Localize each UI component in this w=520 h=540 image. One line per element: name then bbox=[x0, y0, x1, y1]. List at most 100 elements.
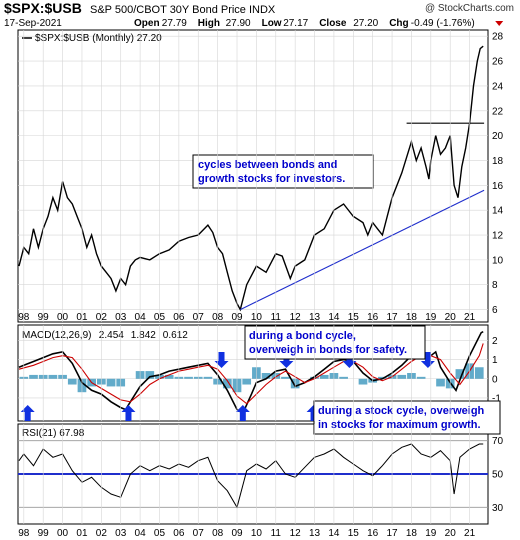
price-y-tick-label: 12 bbox=[492, 231, 504, 242]
x-tick-label-top: 03 bbox=[115, 312, 127, 323]
x-tick-label-bottom: 06 bbox=[173, 528, 185, 539]
ohlc-low-label: Low bbox=[262, 18, 282, 29]
x-tick-label-top: 20 bbox=[445, 312, 457, 323]
x-tick-label-bottom: 98 bbox=[18, 528, 30, 539]
x-tick-label-top: 05 bbox=[154, 312, 166, 323]
rsi-legend: RSI(21) 67.98 bbox=[22, 428, 85, 439]
macd-y-tick-label: 1 bbox=[492, 355, 498, 366]
x-tick-label-bottom: 05 bbox=[154, 528, 166, 539]
rsi-y-tick-label: 30 bbox=[492, 503, 504, 514]
ohlc-open-label: Open bbox=[134, 18, 160, 29]
macd-histogram-bar bbox=[242, 378, 252, 385]
annotation-stock-cycle-line1: during a stock cycle, overweigh bbox=[318, 405, 485, 417]
macd-y-tick-label: -1 bbox=[492, 393, 501, 404]
macd-histogram-bar bbox=[67, 378, 77, 385]
macd-histogram-bar bbox=[358, 378, 368, 385]
x-tick-label-bottom: 01 bbox=[76, 528, 88, 539]
ohlc-chg-label: Chg bbox=[389, 18, 408, 29]
x-tick-label-top: 04 bbox=[135, 312, 147, 323]
ohlc-close-label: Close bbox=[319, 18, 347, 29]
x-axis: 98 98 99 99 00 00 01 01 02 02 03 03 04 04 05 05 06 06 07 07… bbox=[18, 30, 476, 539]
price-y-tick-label: 14 bbox=[492, 206, 504, 217]
chart-description: S&P 500/CBOT 30Y Bond Price INDX bbox=[90, 4, 276, 16]
price-y-tick-label: 18 bbox=[492, 156, 504, 167]
x-tick-label-bottom: 03 bbox=[115, 528, 127, 539]
macd-histogram-bar bbox=[378, 376, 387, 379]
x-tick-label-bottom: 15 bbox=[348, 528, 360, 539]
x-tick-label-top: 06 bbox=[173, 312, 185, 323]
macd-histogram-bar bbox=[184, 376, 193, 379]
price-y-tick-label: 24 bbox=[492, 81, 504, 92]
arrow-down-icon bbox=[420, 352, 435, 368]
chart-symbol: $SPX:$USB bbox=[4, 0, 82, 16]
macd-histogram-bar bbox=[455, 369, 465, 379]
price-y-tick-label: 6 bbox=[492, 305, 498, 316]
x-tick-label-bottom: 04 bbox=[135, 528, 147, 539]
macd-histogram-bar bbox=[416, 376, 426, 379]
x-tick-label-top: 11 bbox=[271, 312, 282, 323]
x-tick-label-bottom: 12 bbox=[290, 528, 302, 539]
macd-legend-item: 0.612 bbox=[163, 330, 188, 341]
arrow-down-icon bbox=[342, 352, 357, 368]
trendline-support bbox=[240, 189, 485, 311]
macd-histogram-bar bbox=[145, 371, 155, 379]
ohlc-low-value: 27.17 bbox=[283, 18, 308, 29]
ohlc-high-label: High bbox=[198, 18, 220, 29]
annotation-bond-cycle: during a bond cycle, overweigh in bonds … bbox=[244, 325, 426, 360]
macd-y-tick-label: 2 bbox=[492, 336, 498, 347]
price-y-tick-label: 10 bbox=[492, 255, 504, 266]
macd-histogram-bar bbox=[29, 374, 38, 379]
rsi-y-tick-label: 50 bbox=[492, 470, 504, 481]
x-tick-label-top: 99 bbox=[38, 312, 50, 323]
annotation-bond-cycle-line1: during a bond cycle, bbox=[249, 330, 356, 342]
x-tick-label-bottom: 21 bbox=[464, 528, 476, 539]
price-y-tick-label: 26 bbox=[492, 57, 504, 68]
chart-date: 17-Sep-2021 bbox=[4, 18, 62, 29]
x-tick-label-top: 14 bbox=[328, 312, 340, 323]
ohlc-chg-value: -0.49 (-1.76%) bbox=[411, 18, 475, 29]
annotation-stock-cycle-line2: in stocks for maximum growth. bbox=[318, 419, 481, 431]
arrow-down-icon bbox=[214, 352, 229, 368]
annotation-cycles-line2: growth stocks for investors. bbox=[198, 173, 345, 185]
x-tick-label-top: 13 bbox=[309, 312, 321, 323]
macd-histogram-bar bbox=[474, 367, 484, 379]
ohlc-high-value: 27.90 bbox=[226, 18, 251, 29]
price-y-tick-label: 16 bbox=[492, 181, 504, 192]
x-tick-label-top: 00 bbox=[57, 312, 69, 323]
macd-histogram-bar bbox=[397, 374, 407, 379]
x-tick-label-bottom: 16 bbox=[367, 528, 379, 539]
macd-histogram-bar bbox=[203, 376, 213, 379]
x-tick-label-bottom: 07 bbox=[193, 528, 205, 539]
x-tick-label-bottom: 02 bbox=[96, 528, 108, 539]
macd-legend: MACD(12,26,9) 2.454 1.842 0.612 bbox=[22, 330, 188, 341]
macd-histogram-bar bbox=[48, 374, 58, 379]
x-tick-label-top: 18 bbox=[406, 312, 418, 323]
x-tick-label-top: 10 bbox=[251, 312, 263, 323]
x-tick-label-top: 98 bbox=[18, 312, 30, 323]
x-tick-label-top: 17 bbox=[386, 312, 398, 323]
x-tick-label-bottom: 08 bbox=[212, 528, 224, 539]
x-tick-label-bottom: 09 bbox=[231, 528, 243, 539]
x-tick-label-bottom: 10 bbox=[251, 528, 263, 539]
macd-histogram-bar bbox=[339, 376, 348, 379]
x-tick-label-top: 01 bbox=[76, 312, 88, 323]
x-tick-label-bottom: 14 bbox=[328, 528, 340, 539]
x-tick-label-bottom: 20 bbox=[445, 528, 457, 539]
ohlc-close-value: 27.20 bbox=[353, 18, 378, 29]
price-layer: 6 8 10 12 14 16 18 20 22 24 26 28 bbox=[18, 32, 504, 316]
x-tick-label-top: 15 bbox=[348, 312, 360, 323]
x-tick-label-bottom: 00 bbox=[57, 528, 69, 539]
macd-histogram-bar bbox=[164, 374, 174, 379]
rsi-layer: 30 50 70 bbox=[18, 436, 504, 514]
x-tick-label-bottom: 11 bbox=[271, 528, 282, 539]
price-y-tick-label: 28 bbox=[492, 32, 504, 43]
price-legend: $SPX:$USB (Monthly) 27.20 bbox=[35, 33, 162, 44]
macd-y-tick-label: 0 bbox=[492, 374, 498, 385]
ohlc-open-value: 27.79 bbox=[162, 18, 187, 29]
x-tick-label-top: 02 bbox=[96, 312, 108, 323]
x-tick-label-top: 07 bbox=[193, 312, 205, 323]
x-tick-label-top: 08 bbox=[212, 312, 224, 323]
x-tick-label-top: 16 bbox=[367, 312, 379, 323]
macd-legend-item: 1.842 bbox=[131, 330, 156, 341]
